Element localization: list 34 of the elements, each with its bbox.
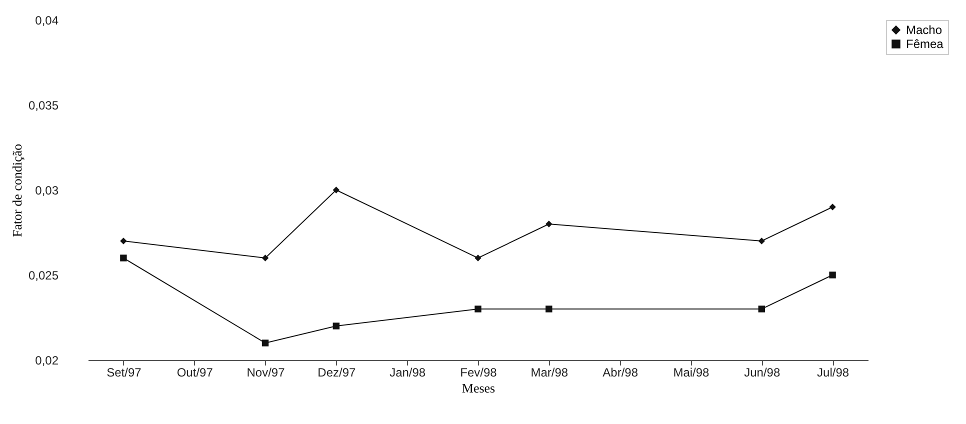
x-tick-label: Out/97 — [176, 366, 214, 380]
point — [332, 322, 340, 330]
x-tick-label: Mai/98 — [673, 366, 710, 380]
y-tick-label: 0,03 — [35, 184, 59, 198]
point — [546, 306, 552, 312]
point — [262, 254, 269, 262]
point — [829, 204, 836, 210]
x-tick-label: Jul/98 — [817, 366, 850, 380]
x-tick-label: Jan/98 — [390, 366, 426, 380]
point — [120, 238, 127, 244]
y-tick-label: 0,04 — [35, 14, 59, 28]
y-tick-label: 0,02 — [35, 354, 59, 368]
point — [474, 306, 482, 312]
y-tick-label: 0,025 — [28, 268, 59, 282]
point — [332, 186, 340, 194]
x-tick-label: Fev/98 — [460, 366, 498, 380]
point — [546, 220, 552, 228]
legend-label: Fêmea — [906, 37, 944, 51]
y-tick-label: 0,035 — [28, 98, 59, 112]
point — [758, 238, 765, 244]
x-axis-title: Meses — [462, 380, 496, 396]
x-tick-label: Set/97 — [106, 366, 142, 380]
y-axis-title: Fator de condição — [9, 144, 24, 238]
x-tick-label: Jun/98 — [744, 366, 780, 380]
x-tick-label: Abr/98 — [602, 366, 638, 380]
point — [262, 340, 269, 346]
point — [829, 272, 836, 278]
x-tick-label: Mar/98 — [530, 366, 568, 380]
x-tick-label: Dez/97 — [318, 366, 356, 380]
point — [758, 306, 765, 312]
x-tick-label: Nov/97 — [246, 366, 286, 380]
point — [474, 254, 482, 262]
point — [120, 254, 127, 262]
legend-label: Macho — [906, 23, 942, 37]
